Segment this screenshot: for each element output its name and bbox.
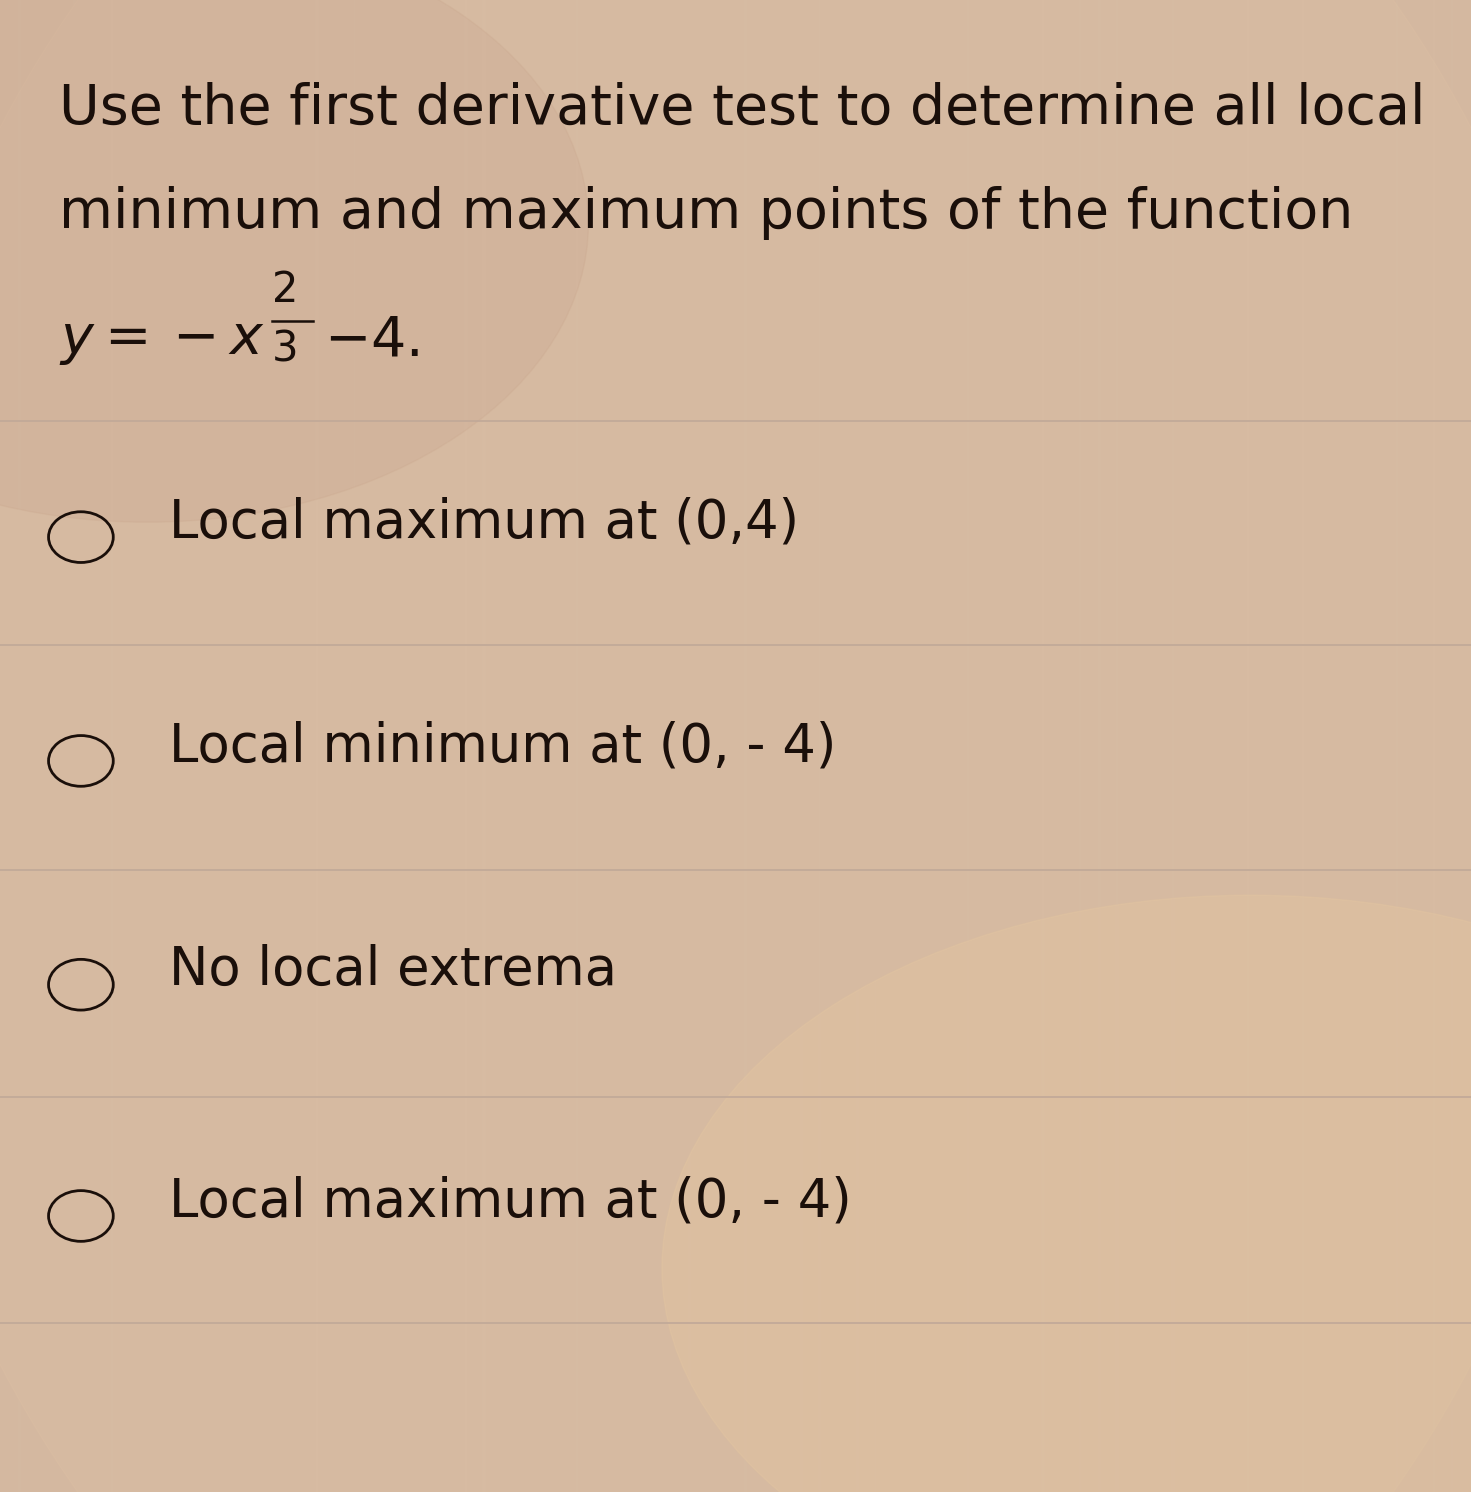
Text: Use the first derivative test to determine all local: Use the first derivative test to determi… xyxy=(59,82,1425,136)
Text: Local minimum at (0, - 4): Local minimum at (0, - 4) xyxy=(169,721,837,771)
Text: No local extrema: No local extrema xyxy=(169,944,618,995)
Ellipse shape xyxy=(0,0,588,522)
Text: $-4.$: $-4.$ xyxy=(324,313,419,367)
Text: 3: 3 xyxy=(272,328,299,370)
Text: Local maximum at (0, - 4): Local maximum at (0, - 4) xyxy=(169,1176,852,1226)
Text: $y = -x$: $y = -x$ xyxy=(59,313,265,367)
Text: 2: 2 xyxy=(272,269,299,310)
Text: Local maximum at (0,4): Local maximum at (0,4) xyxy=(169,497,799,548)
Ellipse shape xyxy=(662,895,1471,1492)
Text: minimum and maximum points of the function: minimum and maximum points of the functi… xyxy=(59,186,1353,240)
